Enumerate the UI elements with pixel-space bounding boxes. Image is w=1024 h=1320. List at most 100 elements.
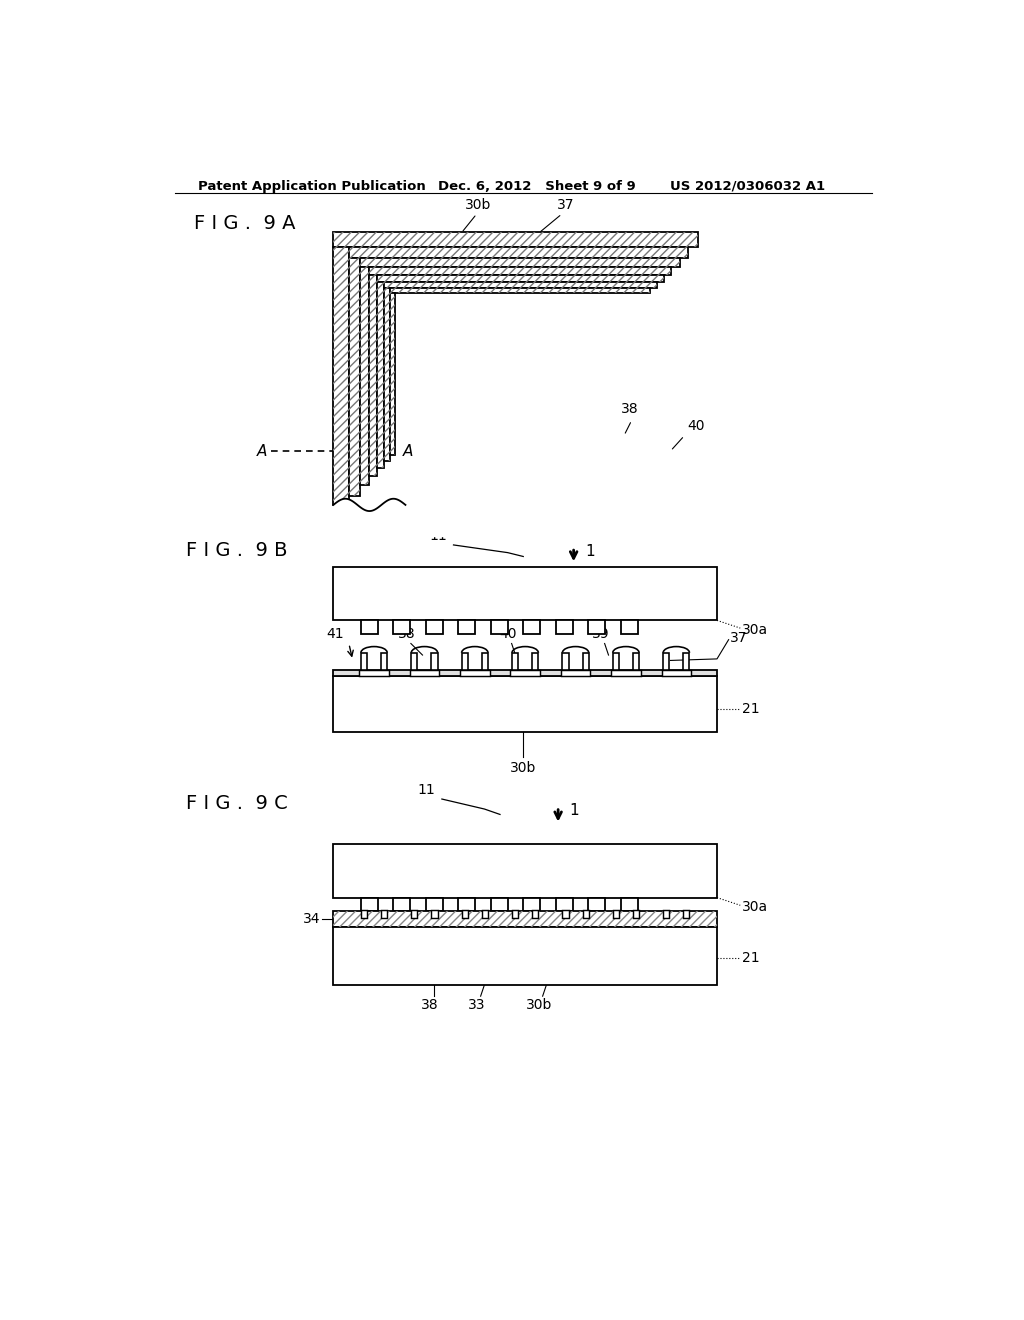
Bar — [360, 898, 378, 911]
Bar — [561, 669, 590, 676]
Bar — [369, 275, 377, 475]
Bar — [359, 257, 680, 267]
Bar — [390, 293, 395, 455]
Bar — [583, 653, 589, 669]
Bar — [369, 275, 377, 475]
Text: 30b: 30b — [525, 998, 552, 1012]
Bar — [349, 257, 359, 496]
Bar — [532, 653, 539, 669]
Bar — [532, 909, 539, 917]
Bar — [490, 898, 508, 911]
Text: 30a: 30a — [741, 623, 768, 636]
Bar — [683, 909, 689, 917]
Bar — [384, 281, 656, 288]
Bar — [349, 247, 688, 257]
Text: 38: 38 — [422, 998, 439, 1012]
Bar — [512, 653, 518, 669]
Bar — [621, 620, 638, 635]
Bar — [349, 247, 688, 257]
Bar — [334, 911, 717, 927]
Bar — [458, 620, 475, 635]
Text: 30b: 30b — [510, 760, 537, 775]
Bar — [431, 909, 437, 917]
Bar — [381, 909, 387, 917]
Bar — [334, 231, 697, 247]
Text: 41: 41 — [351, 954, 370, 969]
Bar — [384, 281, 656, 288]
Bar — [381, 653, 387, 669]
Bar — [612, 653, 618, 669]
Bar — [481, 909, 488, 917]
Text: 40: 40 — [499, 627, 516, 642]
Bar — [490, 620, 508, 635]
Bar — [334, 247, 349, 506]
Bar — [633, 909, 639, 917]
Bar — [462, 909, 468, 917]
Bar — [523, 620, 541, 635]
Bar — [683, 653, 689, 669]
Text: Patent Application Publication: Patent Application Publication — [198, 180, 426, 193]
Text: 37: 37 — [730, 631, 748, 645]
Bar — [393, 620, 410, 635]
Bar — [359, 669, 389, 676]
Bar — [360, 653, 367, 669]
Bar — [664, 653, 670, 669]
Text: 41: 41 — [326, 627, 343, 642]
Text: F I G .  9 B: F I G . 9 B — [186, 541, 288, 560]
Bar — [611, 669, 641, 676]
Bar — [377, 275, 664, 281]
Bar — [664, 909, 670, 917]
Text: 33: 33 — [468, 998, 485, 1012]
Bar — [377, 281, 384, 469]
Text: 1: 1 — [569, 803, 580, 818]
Bar — [556, 620, 572, 635]
Bar — [360, 909, 367, 917]
Bar — [460, 669, 489, 676]
Bar — [369, 267, 672, 275]
Text: 11: 11 — [429, 529, 446, 544]
Bar — [562, 909, 568, 917]
Text: 38: 38 — [622, 403, 639, 416]
Text: 37: 37 — [557, 198, 574, 213]
Bar — [589, 898, 605, 911]
Bar — [334, 927, 717, 985]
Text: A: A — [403, 444, 414, 458]
Bar — [349, 257, 359, 496]
Text: 11: 11 — [418, 784, 435, 797]
Bar — [426, 898, 442, 911]
Bar — [662, 669, 691, 676]
Bar — [458, 898, 475, 911]
Bar — [390, 288, 650, 293]
Bar — [377, 281, 384, 469]
Bar — [589, 620, 605, 635]
Text: 1: 1 — [586, 544, 595, 558]
Bar — [384, 288, 390, 461]
Text: 39: 39 — [592, 627, 609, 642]
Bar — [334, 566, 717, 620]
Bar — [359, 267, 369, 484]
Bar — [462, 653, 468, 669]
Bar — [334, 676, 717, 733]
Text: A: A — [257, 444, 267, 458]
Bar — [412, 653, 418, 669]
Bar — [390, 288, 650, 293]
Bar — [334, 669, 717, 676]
Bar — [410, 669, 439, 676]
Text: 40: 40 — [687, 418, 706, 433]
Text: 30a: 30a — [741, 900, 768, 913]
Text: F I G .  9 A: F I G . 9 A — [194, 214, 295, 232]
Text: 38: 38 — [398, 627, 416, 642]
Bar — [556, 898, 572, 911]
Bar — [431, 653, 437, 669]
Bar — [633, 653, 639, 669]
Text: 21: 21 — [741, 702, 760, 715]
Text: Dec. 6, 2012   Sheet 9 of 9: Dec. 6, 2012 Sheet 9 of 9 — [438, 180, 636, 193]
Text: US 2012/0306032 A1: US 2012/0306032 A1 — [671, 180, 825, 193]
Bar — [512, 909, 518, 917]
Bar — [481, 653, 488, 669]
Bar — [334, 843, 717, 898]
Bar — [583, 909, 589, 917]
Bar — [334, 247, 349, 506]
Text: 30b: 30b — [465, 198, 492, 213]
Bar — [612, 909, 618, 917]
